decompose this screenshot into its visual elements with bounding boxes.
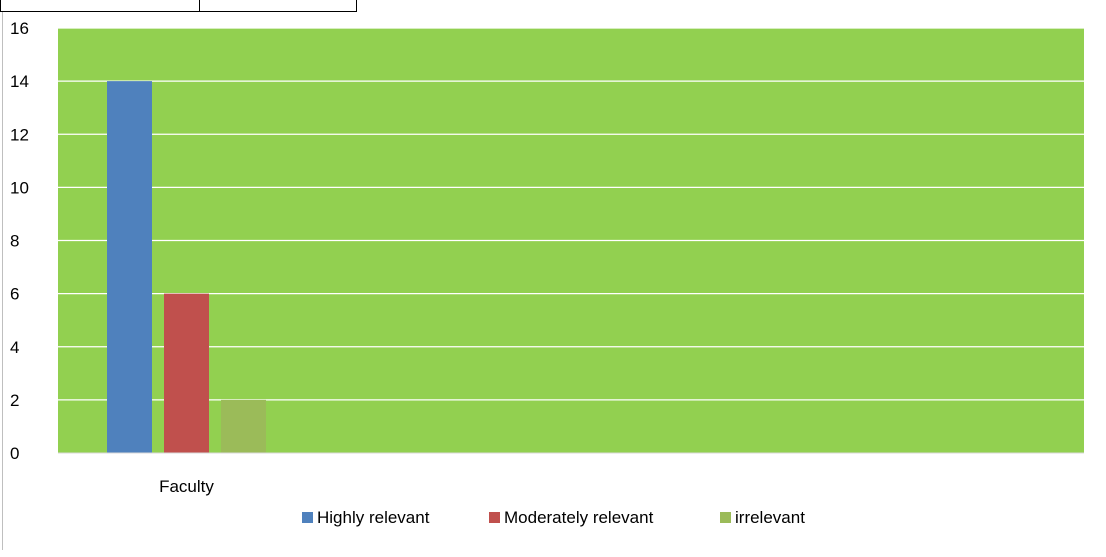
bar-highly-relevant — [107, 81, 152, 453]
legend: Highly relevant Moderately relevant irrele… — [302, 508, 805, 527]
legend-label: Highly relevant — [317, 508, 430, 527]
legend-swatch — [302, 512, 313, 523]
y-tick-label: 16 — [10, 19, 29, 38]
y-tick-label: 2 — [10, 391, 19, 410]
bar-moderately-relevant — [164, 293, 209, 453]
y-tick-label: 12 — [10, 125, 29, 144]
y-tick-label: 6 — [10, 285, 19, 304]
legend-swatch — [489, 512, 500, 523]
y-tick-label: 4 — [10, 338, 19, 357]
y-axis-tick-labels: 0 2 4 6 8 10 12 14 16 — [10, 19, 29, 463]
table-cell-border — [0, 0, 200, 12]
y-tick-label: 10 — [10, 178, 29, 197]
legend-label: Moderately relevant — [504, 508, 654, 527]
bar-irrelevant — [221, 399, 266, 453]
y-tick-label: 8 — [10, 232, 19, 251]
legend-swatch — [720, 512, 731, 523]
table-cell-border — [199, 0, 357, 12]
x-tick-label: Faculty — [159, 477, 214, 496]
chart-frame-edge — [2, 12, 3, 550]
x-axis-tick-labels: Faculty — [159, 477, 214, 496]
y-tick-label: 14 — [10, 72, 29, 91]
legend-label: irrelevant — [735, 508, 805, 527]
bars — [107, 81, 266, 453]
y-tick-label: 0 — [10, 444, 19, 463]
